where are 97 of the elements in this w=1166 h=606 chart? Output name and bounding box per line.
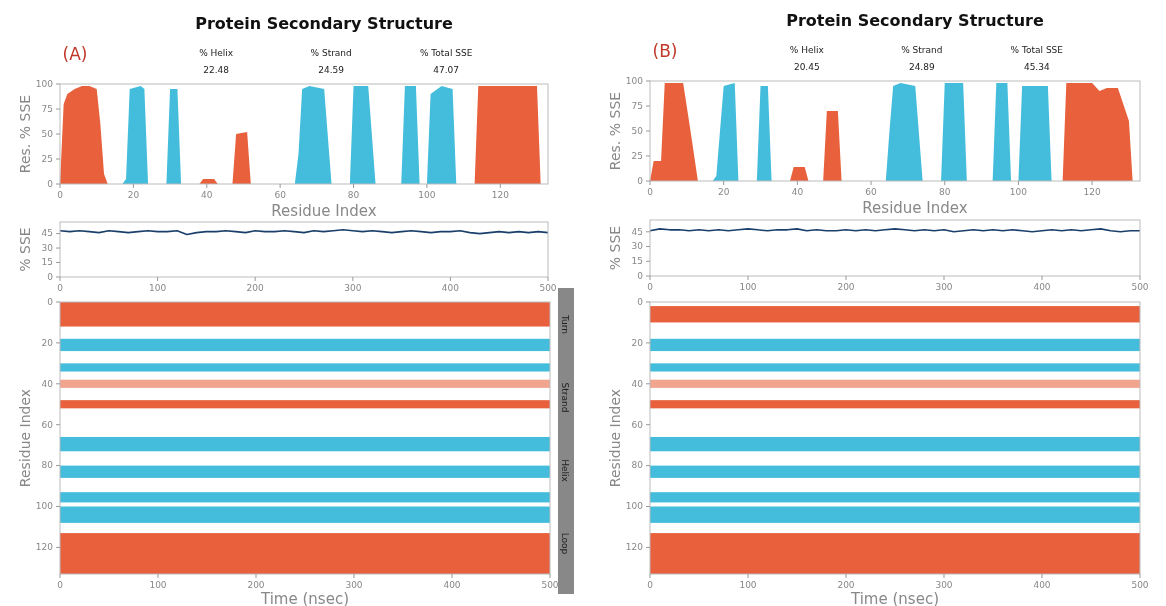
y-tick-label: 100 (625, 75, 644, 86)
y-tick-label: 50 (631, 125, 644, 136)
x-tick-label: 300 (935, 580, 953, 590)
x-tick-label: 100 (739, 580, 757, 590)
y-tick-label: 20 (41, 337, 54, 348)
y-tick-label: 40 (41, 378, 54, 389)
x-tick-label: 40 (791, 187, 804, 197)
x-axis-title: Time (nsec) (850, 590, 939, 606)
y-tick-label: 45 (41, 228, 53, 239)
text: (A) (62, 44, 88, 64)
x-tick-label: 500 (539, 283, 557, 293)
x-tick-label: 80 (347, 190, 360, 200)
x-tick-label: 200 (837, 282, 855, 292)
x-tick-label: 400 (1033, 580, 1051, 590)
x-tick-label: 0 (57, 283, 64, 293)
y-tick-label: 50 (41, 128, 54, 139)
y-tick-label: 60 (631, 419, 644, 430)
x-tick-label: 100 (149, 283, 167, 293)
x-tick-label: 200 (246, 283, 265, 293)
x-tick-label: 400 (441, 283, 460, 293)
y-tick-label: 0 (47, 271, 54, 282)
y-tick-label: 0 (47, 178, 54, 189)
x-tick-label: 500 (1131, 580, 1149, 590)
text: % Total SSE (419, 48, 473, 58)
x-tick-label: 0 (647, 580, 654, 590)
y-tick-label: 0 (637, 296, 644, 307)
y-tick-label: 120 (35, 542, 54, 553)
x-axis-title: Time (nsec) (260, 590, 349, 606)
y-tick-label: 25 (631, 150, 643, 161)
x-tick-label: 0 (57, 190, 64, 200)
y-tick-label: 40 (631, 378, 644, 389)
y-axis-title: % SSE (17, 227, 33, 272)
y-tick-label: 80 (631, 460, 644, 471)
x-tick-label: 120 (491, 190, 510, 200)
y-tick-label: 0 (47, 296, 54, 307)
y-tick-label: 45 (631, 226, 643, 237)
x-axis-title: Residue Index (271, 202, 377, 220)
x-tick-label: 400 (443, 580, 461, 590)
x-tick-label: 0 (647, 187, 654, 197)
text: % Helix (789, 45, 825, 55)
y-tick-label: 75 (631, 100, 643, 111)
x-tick-label: 200 (837, 580, 855, 590)
y-axis-title: % SSE (607, 225, 623, 271)
x-tick-label: 400 (1033, 282, 1051, 292)
y-tick-label: 15 (41, 257, 53, 268)
y-tick-label: 0 (637, 175, 644, 186)
state-sidebar: Turn Strand Helix Loop (558, 288, 574, 594)
x-tick-label: 60 (865, 187, 878, 197)
x-tick-label: 0 (57, 580, 64, 590)
x-tick-label: 60 (274, 190, 287, 200)
y-tick-label: 80 (41, 460, 54, 471)
x-tick-label: 100 (739, 282, 757, 292)
y-tick-label: 120 (625, 542, 644, 553)
text: 20.45 (793, 62, 820, 72)
x-tick-label: 120 (1083, 187, 1101, 197)
text: 22.48 (203, 65, 230, 75)
y-tick-label: 0 (637, 270, 644, 281)
y-axis-title: Residue Index (17, 388, 33, 488)
x-tick-label: 100 (1009, 187, 1028, 197)
text: % Strand (901, 45, 943, 55)
x-tick-label: 100 (418, 190, 436, 200)
x-tick-label: 20 (127, 190, 140, 200)
text: 47.07 (433, 65, 460, 75)
x-tick-label: 80 (939, 187, 951, 197)
y-tick-label: 15 (631, 256, 643, 267)
y-tick-label: 60 (41, 419, 54, 430)
x-tick-label: 300 (344, 283, 362, 293)
text: % Helix (199, 48, 234, 58)
x-tick-label: 20 (717, 187, 730, 197)
y-tick-label: 100 (625, 501, 644, 512)
x-axis-title: Residue Index (862, 199, 968, 217)
text: % Total SSE (1010, 45, 1064, 55)
text: (B) (652, 41, 678, 61)
y-axis-title: Residue Index (607, 388, 623, 488)
x-tick-label: 500 (541, 580, 559, 590)
x-tick-label: 200 (247, 580, 265, 590)
chart-title: Protein Secondary Structure (786, 11, 1044, 30)
y-tick-label: 30 (631, 241, 644, 252)
y-tick-label: 75 (41, 103, 53, 114)
y-axis-title: Res. % SSE (607, 91, 623, 171)
y-axis-title: Res. % SSE (17, 94, 33, 174)
y-tick-label: 20 (631, 337, 644, 348)
text: 24.89 (908, 62, 935, 72)
x-tick-label: 300 (345, 580, 363, 590)
y-tick-label: 30 (41, 242, 54, 253)
text: % Strand (310, 48, 352, 58)
x-tick-label: 300 (935, 282, 953, 292)
y-tick-label: 100 (35, 78, 54, 89)
x-tick-label: 40 (201, 190, 213, 200)
text: 45.34 (1023, 62, 1050, 72)
x-tick-label: 500 (1131, 282, 1149, 292)
x-tick-label: 0 (647, 282, 654, 292)
text: 24.59 (318, 65, 345, 75)
chart-title: Protein Secondary Structure (195, 14, 453, 33)
x-tick-label: 100 (149, 580, 167, 590)
y-tick-label: 25 (41, 153, 53, 164)
y-tick-label: 100 (35, 501, 54, 512)
